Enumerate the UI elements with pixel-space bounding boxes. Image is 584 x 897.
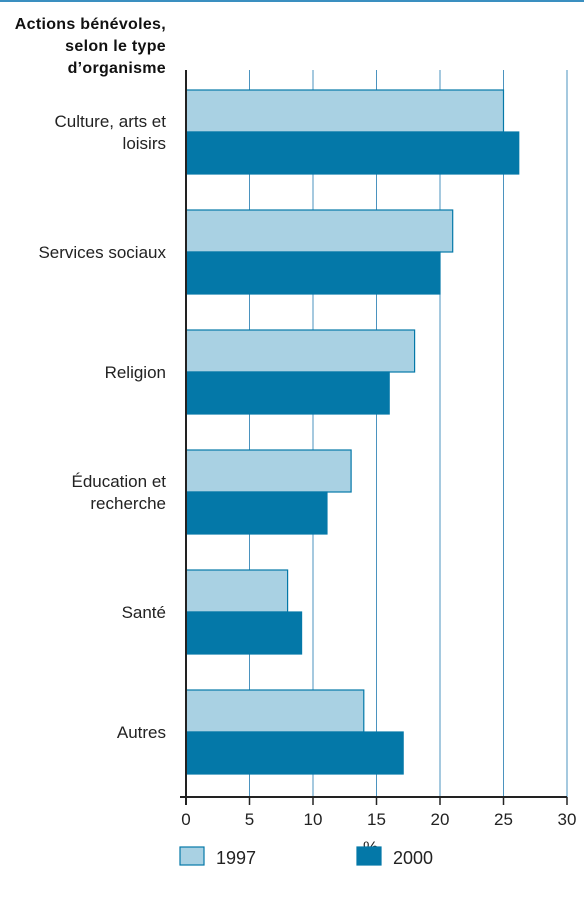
bar-2000-4 (185, 611, 303, 655)
bar-1997-1 (185, 209, 454, 253)
bar-2000-5 (185, 731, 404, 775)
x-tick-label-15: 15 (367, 810, 386, 829)
category-label-2-0: Religion (105, 363, 166, 382)
x-tick-label-10: 10 (304, 810, 323, 829)
bar-2000-1 (185, 251, 441, 295)
category-label-3-0: Éducation et (71, 472, 166, 491)
legend-swatch-1997 (179, 846, 205, 866)
x-tick-label-30: 30 (558, 810, 577, 829)
top-rule (0, 0, 584, 2)
legend-label-2000: 2000 (393, 848, 433, 868)
bar-2000-2 (185, 371, 390, 415)
bar-1997-5 (185, 689, 365, 733)
bar-1997-3 (185, 449, 352, 493)
x-tick-label-0: 0 (181, 810, 190, 829)
bar-2000-0 (185, 131, 520, 175)
legend-label-1997: 1997 (216, 848, 256, 868)
bar-1997-0 (185, 89, 505, 133)
category-label-0-0: Culture, arts et (55, 112, 167, 131)
category-label-5-0: Autres (117, 723, 166, 742)
x-tick-label-25: 25 (494, 810, 513, 829)
bar-1997-4 (185, 569, 289, 613)
chart-title-line-1: Actions bénévoles, (14, 16, 166, 33)
legend-swatch-2000 (356, 846, 382, 866)
x-tick-label-5: 5 (245, 810, 254, 829)
bar-1997-2 (185, 329, 416, 373)
chart-title: Actions bénévoles, selon le type d’organ… (0, 14, 166, 80)
chart-title-line-2: selon le type (65, 38, 166, 55)
bar-2000-3 (185, 491, 328, 535)
category-label-1-0: Services sociaux (38, 243, 166, 262)
category-label-0-1: loisirs (123, 134, 166, 153)
x-tick-label-20: 20 (431, 810, 450, 829)
category-label-3-1: recherche (90, 494, 166, 513)
category-label-4-0: Santé (122, 603, 166, 622)
chart-title-line-3: d’organisme (67, 60, 166, 77)
